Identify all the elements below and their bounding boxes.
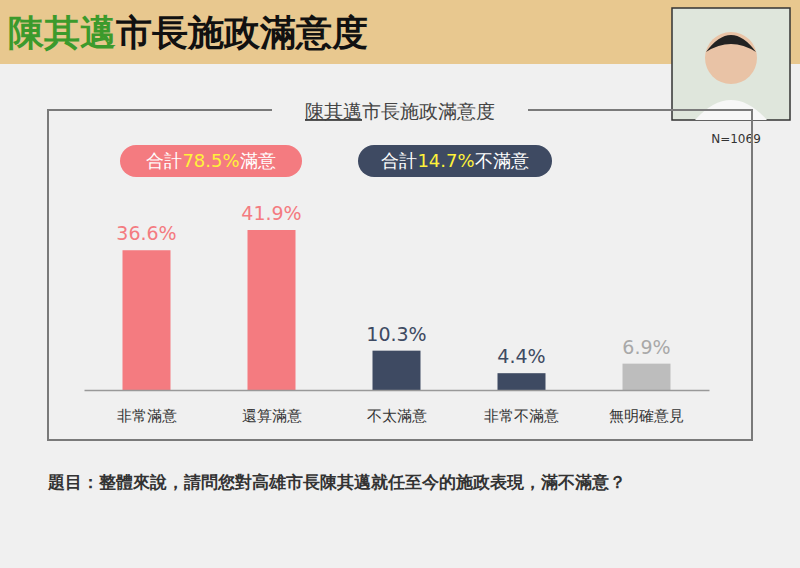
chart-title-part: 市長施政滿意度 (362, 100, 495, 122)
x-tick-label: 非常不滿意 (484, 407, 559, 425)
x-tick-label: 不太滿意 (367, 407, 427, 425)
background (0, 0, 800, 568)
x-tick: 非常不滿意 (484, 390, 559, 425)
bar (248, 230, 296, 390)
summary-before: 合計 (381, 150, 417, 171)
summary-text: 合計14.7%不滿意 (381, 150, 528, 171)
data-label: 4.4% (497, 345, 545, 367)
chart-title: 陳其邁市長施政滿意度 (305, 100, 495, 122)
summary-after: 滿意 (240, 150, 276, 171)
bar (373, 351, 421, 390)
chart-title-part: 陳其邁 (305, 100, 362, 122)
x-tick-label: 還算滿意 (242, 407, 302, 425)
sample-size: N=1069 (711, 132, 761, 146)
data-label: 41.9% (241, 202, 301, 224)
panel-frame (48, 110, 752, 440)
summary-after: 不滿意 (475, 150, 529, 171)
x-tick: 非常滿意 (117, 390, 177, 425)
summary-text: 合計78.5%滿意 (146, 150, 275, 171)
question: 題目：整體來說，請問您對高雄市長陳其邁就任至今的施政表現，滿不滿意？ (47, 472, 626, 492)
photo-face (705, 32, 757, 84)
header-title: 陳其邁市長施政滿意度 (8, 12, 368, 53)
summary-pill: 合計78.5%滿意 (120, 145, 302, 177)
bar (623, 364, 671, 390)
summary-pill: 合計14.7%不滿意 (358, 145, 552, 177)
bar (123, 250, 171, 390)
bars (123, 230, 671, 390)
summary-highlight: 78.5% (182, 150, 239, 171)
data-label: 36.6% (116, 222, 176, 244)
data-labels: 36.6% 41.9% 10.3% 4.4% 6.9% (116, 202, 670, 367)
data-label: 10.3% (366, 323, 426, 345)
summary-before: 合計 (146, 150, 182, 171)
panel-title-bg (272, 100, 528, 122)
summary-highlight: 14.7% (417, 150, 474, 171)
summary-pill-bg (358, 145, 552, 177)
x-axis: 非常滿意 還算滿意 不太滿意 非常不滿意 無明確意見 (85, 390, 710, 425)
photo (672, 8, 790, 120)
x-tick: 不太滿意 (367, 390, 427, 425)
header-title-rest: 市長施政滿意度 (116, 12, 368, 53)
x-tick: 無明確意見 (609, 390, 684, 425)
summary-pill-bg (120, 145, 302, 177)
header-title-name: 陳其邁 (8, 12, 116, 53)
bar (498, 373, 546, 390)
photo-frame (672, 8, 790, 120)
x-tick-label: 非常滿意 (117, 407, 177, 425)
chart-svg: 陳其邁市長施政滿意度N=1069陳其邁市長施政滿意度合計78.5%滿意合計14.… (0, 0, 800, 568)
x-axis-line (85, 390, 710, 392)
photo-hair (706, 35, 756, 52)
data-label: 6.9% (622, 336, 670, 358)
x-tick: 還算滿意 (242, 390, 302, 425)
x-tick-label: 無明確意見 (609, 407, 684, 425)
